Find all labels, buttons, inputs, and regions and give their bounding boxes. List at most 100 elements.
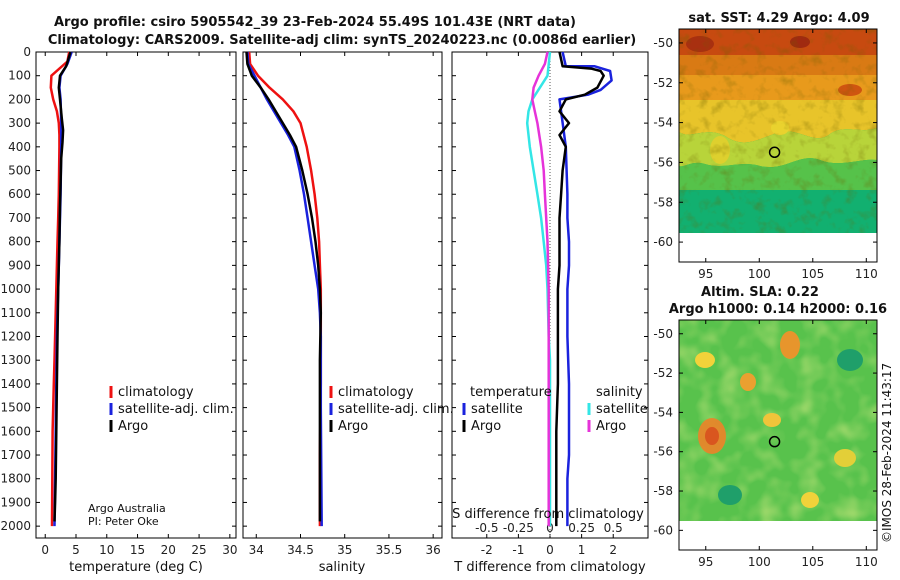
depth-axis: 0 100 200 300 400 500 600 700 800 900 1000 1100 1200…	[0, 45, 31, 533]
x-tick-label: -1	[512, 543, 524, 557]
temperature-axes	[35, 51, 237, 539]
depth-tick-label: 1400	[0, 377, 31, 391]
salinity-axes	[242, 51, 443, 539]
legend-label-argo: Argo	[118, 419, 148, 434]
lat-tick-label: -60	[653, 235, 673, 249]
lon-tick-label: 95	[698, 555, 713, 569]
depth-tick-label: 900	[8, 258, 31, 272]
legend-label-climatology: climatology	[118, 385, 194, 400]
depth-tick-label: 800	[8, 235, 31, 249]
temperature-xlabel: temperature (deg C)	[69, 560, 203, 575]
x-tick-label: 10	[99, 543, 114, 557]
series-salinity-argo	[531, 51, 550, 527]
legend-label-argo: Argo	[338, 419, 368, 434]
sla-map-frame	[678, 319, 878, 551]
lat-tick-label: -58	[653, 195, 673, 209]
depth-tick-label: 0	[23, 45, 31, 59]
sla-profile-marker	[768, 435, 781, 448]
depth-tick-label: 2000	[0, 519, 31, 533]
depth-tick-label: 1600	[0, 424, 31, 438]
lat-tick-label: -56	[653, 445, 673, 459]
sla-map-title: Altim. SLA: 0.22	[701, 285, 819, 300]
x-tick-label: 5	[72, 543, 80, 557]
x-tick-label: 30	[222, 543, 237, 557]
x-tick-label: 0	[546, 543, 554, 557]
lat-tick-label: -50	[653, 327, 673, 341]
legend-label-temp-satellite: satellite	[471, 402, 523, 417]
figure-title-line-1: Argo profile: csiro 5905542_39 23-Feb-20…	[54, 15, 576, 30]
lat-tick-label: -52	[653, 366, 673, 380]
depth-tick-label: 700	[8, 211, 31, 225]
x-tick-label: 25	[191, 543, 206, 557]
series-climatology	[49, 51, 71, 527]
series-argo	[53, 51, 72, 522]
lat-tick-label: -50	[653, 36, 673, 50]
lat-tick-label: -54	[653, 116, 673, 130]
imos-watermark: ©IMOS 28-Feb-2024 11:43:17	[880, 363, 894, 543]
x-tick-label: 20	[161, 543, 176, 557]
depth-tick-label: 1800	[0, 472, 31, 486]
lat-tick-label: -58	[653, 484, 673, 498]
lon-tick-label: 110	[855, 267, 878, 281]
figure-title-line-2: Climatology: CARS2009. Satellite-adj cli…	[48, 33, 636, 48]
x2-tick-label: 0	[546, 521, 554, 535]
lat-tick-label: -60	[653, 523, 673, 537]
legend-label-temp-argo: Argo	[471, 419, 501, 434]
legend-label-sal-satellite: satellite	[596, 402, 648, 417]
salinity-legend: climatology satellite-adj. clim. Argo	[329, 385, 454, 434]
depth-tick-label: 400	[8, 140, 31, 154]
sla-map-axes: -50 -52 -54 -56 -58 -60 95 100 105 110	[653, 320, 878, 569]
salinity-xlabel: salinity	[319, 560, 366, 575]
sla-map-subtitle: Argo h1000: 0.14 h2000: 0.16	[669, 302, 887, 317]
series-temperature-satellite	[558, 51, 613, 527]
x2-tick-label: 0.25	[568, 521, 595, 535]
x-tick-label: 2	[609, 543, 617, 557]
x2-tick-label: -0.5	[475, 521, 498, 535]
x-tick-label: -2	[481, 543, 493, 557]
depth-tick-label: 1300	[0, 353, 31, 367]
credit-org: Argo Australia	[88, 502, 166, 515]
depth-tick-label: 1700	[0, 448, 31, 462]
legend-label-satellite: satellite-adj. clim.	[118, 402, 234, 417]
x-tick-label: 0	[41, 543, 49, 557]
profile-lines	[49, 51, 613, 527]
lon-tick-label: 100	[748, 555, 771, 569]
depth-tick-label: 500	[8, 164, 31, 178]
x-tick-label: 34.5	[287, 543, 314, 557]
legend-title-temperature: temperature	[470, 385, 552, 400]
sst-map-frame	[678, 28, 878, 263]
sst-map-title: sat. SST: 4.29 Argo: 4.09	[688, 11, 869, 26]
legend-label-sal-argo: Argo	[596, 419, 626, 434]
sla-map-image	[679, 320, 877, 521]
x-tick-label: 35.5	[376, 543, 403, 557]
sst-profile-marker	[768, 146, 781, 159]
legend-label-climatology: climatology	[338, 385, 414, 400]
x-tick-label: 1	[578, 543, 586, 557]
x2-tick-label: 0.5	[604, 521, 623, 535]
series-argo	[245, 51, 323, 522]
lon-tick-label: 110	[855, 555, 878, 569]
series-temperature-argo	[555, 51, 605, 527]
lat-tick-label: -52	[653, 76, 673, 90]
depth-tick-label: 1100	[0, 306, 31, 320]
difference-xlabel: T difference from climatology	[453, 560, 646, 575]
depth-tick-label: 600	[8, 187, 31, 201]
difference-x2label: S difference from climatology	[452, 507, 644, 522]
credit-pi: PI: Peter Oke	[88, 515, 159, 528]
depth-tick-label: 1900	[0, 495, 31, 509]
x-tick-label: 15	[130, 543, 145, 557]
sst-map-axes: -50 -52 -54 -56 -58 -60 95 100 105 110	[653, 29, 878, 281]
x-tick-label: 36	[426, 543, 441, 557]
lat-tick-label: -56	[653, 155, 673, 169]
x2-tick-label: -0.25	[503, 521, 534, 535]
lon-tick-label: 100	[748, 267, 771, 281]
depth-tick-label: 100	[8, 69, 31, 83]
x-tick-label: 35	[337, 543, 352, 557]
temperature-legend: climatology satellite-adj. clim. Argo	[109, 385, 234, 434]
lat-tick-label: -54	[653, 405, 673, 419]
legend-title-salinity: salinity	[596, 385, 643, 400]
sst-map-image	[679, 29, 877, 233]
depth-tick-label: 200	[8, 92, 31, 106]
depth-tick-label: 1000	[0, 282, 31, 296]
